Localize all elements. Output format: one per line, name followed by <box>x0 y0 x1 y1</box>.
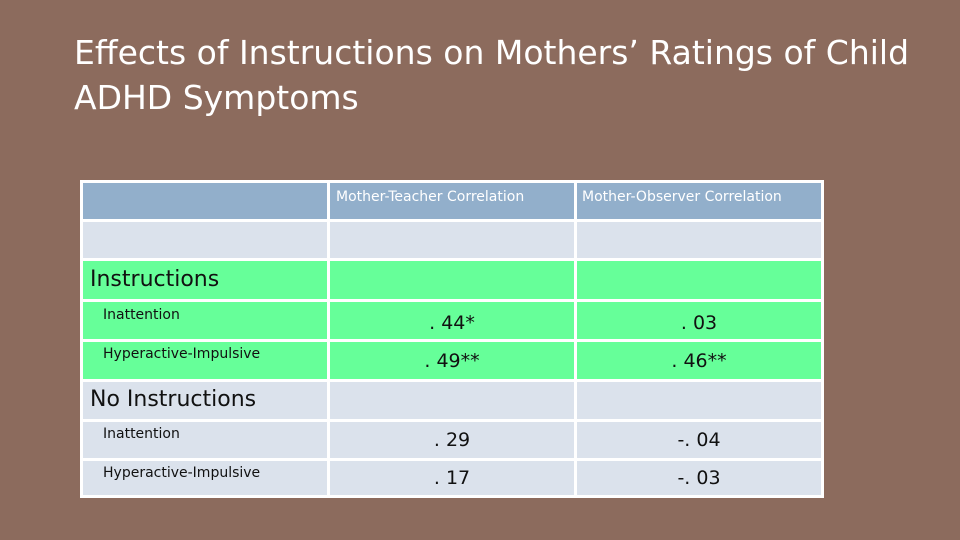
section-label-no-instructions: No Instructions <box>90 387 257 412</box>
column-header-label: Mother-Teacher Correlation <box>336 189 525 205</box>
table-cell-value: -. 04 <box>577 422 821 458</box>
slide-title: Effects of Instructions on Mothers’ Rati… <box>74 33 910 117</box>
cell-value: . 44* <box>429 311 475 334</box>
section-label-instructions: Instructions <box>90 267 220 292</box>
table-row-label-cell <box>83 342 327 379</box>
row-label-inattention: Inattention <box>103 307 180 323</box>
row-label-hyperactive-impulsive: Hyperactive-Impulsive <box>103 465 261 481</box>
section-row-cell <box>83 261 327 299</box>
table-row-label-cell <box>83 422 327 458</box>
cell-value: . 17 <box>433 467 471 489</box>
column-header-mother-teacher: Mother-Teacher Correlation <box>330 183 574 219</box>
column-header-mother-observer: Mother-Observer Correlation <box>577 183 821 219</box>
empty-row-cell <box>83 222 327 258</box>
row-label-inattention: Inattention <box>103 426 180 442</box>
section-row-cell <box>330 382 574 419</box>
table-cell-value: . 46** <box>577 342 821 379</box>
cell-value: . 49** <box>424 349 480 372</box>
cell-value: . 46** <box>671 349 727 372</box>
section-row-cell <box>83 382 327 419</box>
column-header-label: Mother-Observer Correlation <box>582 189 782 205</box>
empty-row-cell <box>577 222 821 258</box>
cell-value: . 03 <box>680 311 718 334</box>
correlation-table: Mother-Teacher Correlation Mother-Observ… <box>80 180 824 498</box>
section-row-cell <box>577 382 821 419</box>
table-cell-value: -. 03 <box>577 461 821 495</box>
row-label-hyperactive-impulsive: Hyperactive-Impulsive <box>103 346 261 362</box>
cell-value: -. 04 <box>677 429 721 451</box>
table-cell-value: . 03 <box>577 302 821 339</box>
table-cell-value: . 49** <box>330 342 574 379</box>
section-row-cell <box>330 261 574 299</box>
table-header-corner <box>83 183 327 219</box>
table-row-label-cell <box>83 461 327 495</box>
empty-row-cell <box>330 222 574 258</box>
cell-value: . 29 <box>433 429 471 451</box>
table-cell-value: . 44* <box>330 302 574 339</box>
table-row-label-cell <box>83 302 327 339</box>
table-cell-value: . 17 <box>330 461 574 495</box>
section-row-cell <box>577 261 821 299</box>
table-cell-value: . 29 <box>330 422 574 458</box>
cell-value: -. 03 <box>677 467 721 489</box>
